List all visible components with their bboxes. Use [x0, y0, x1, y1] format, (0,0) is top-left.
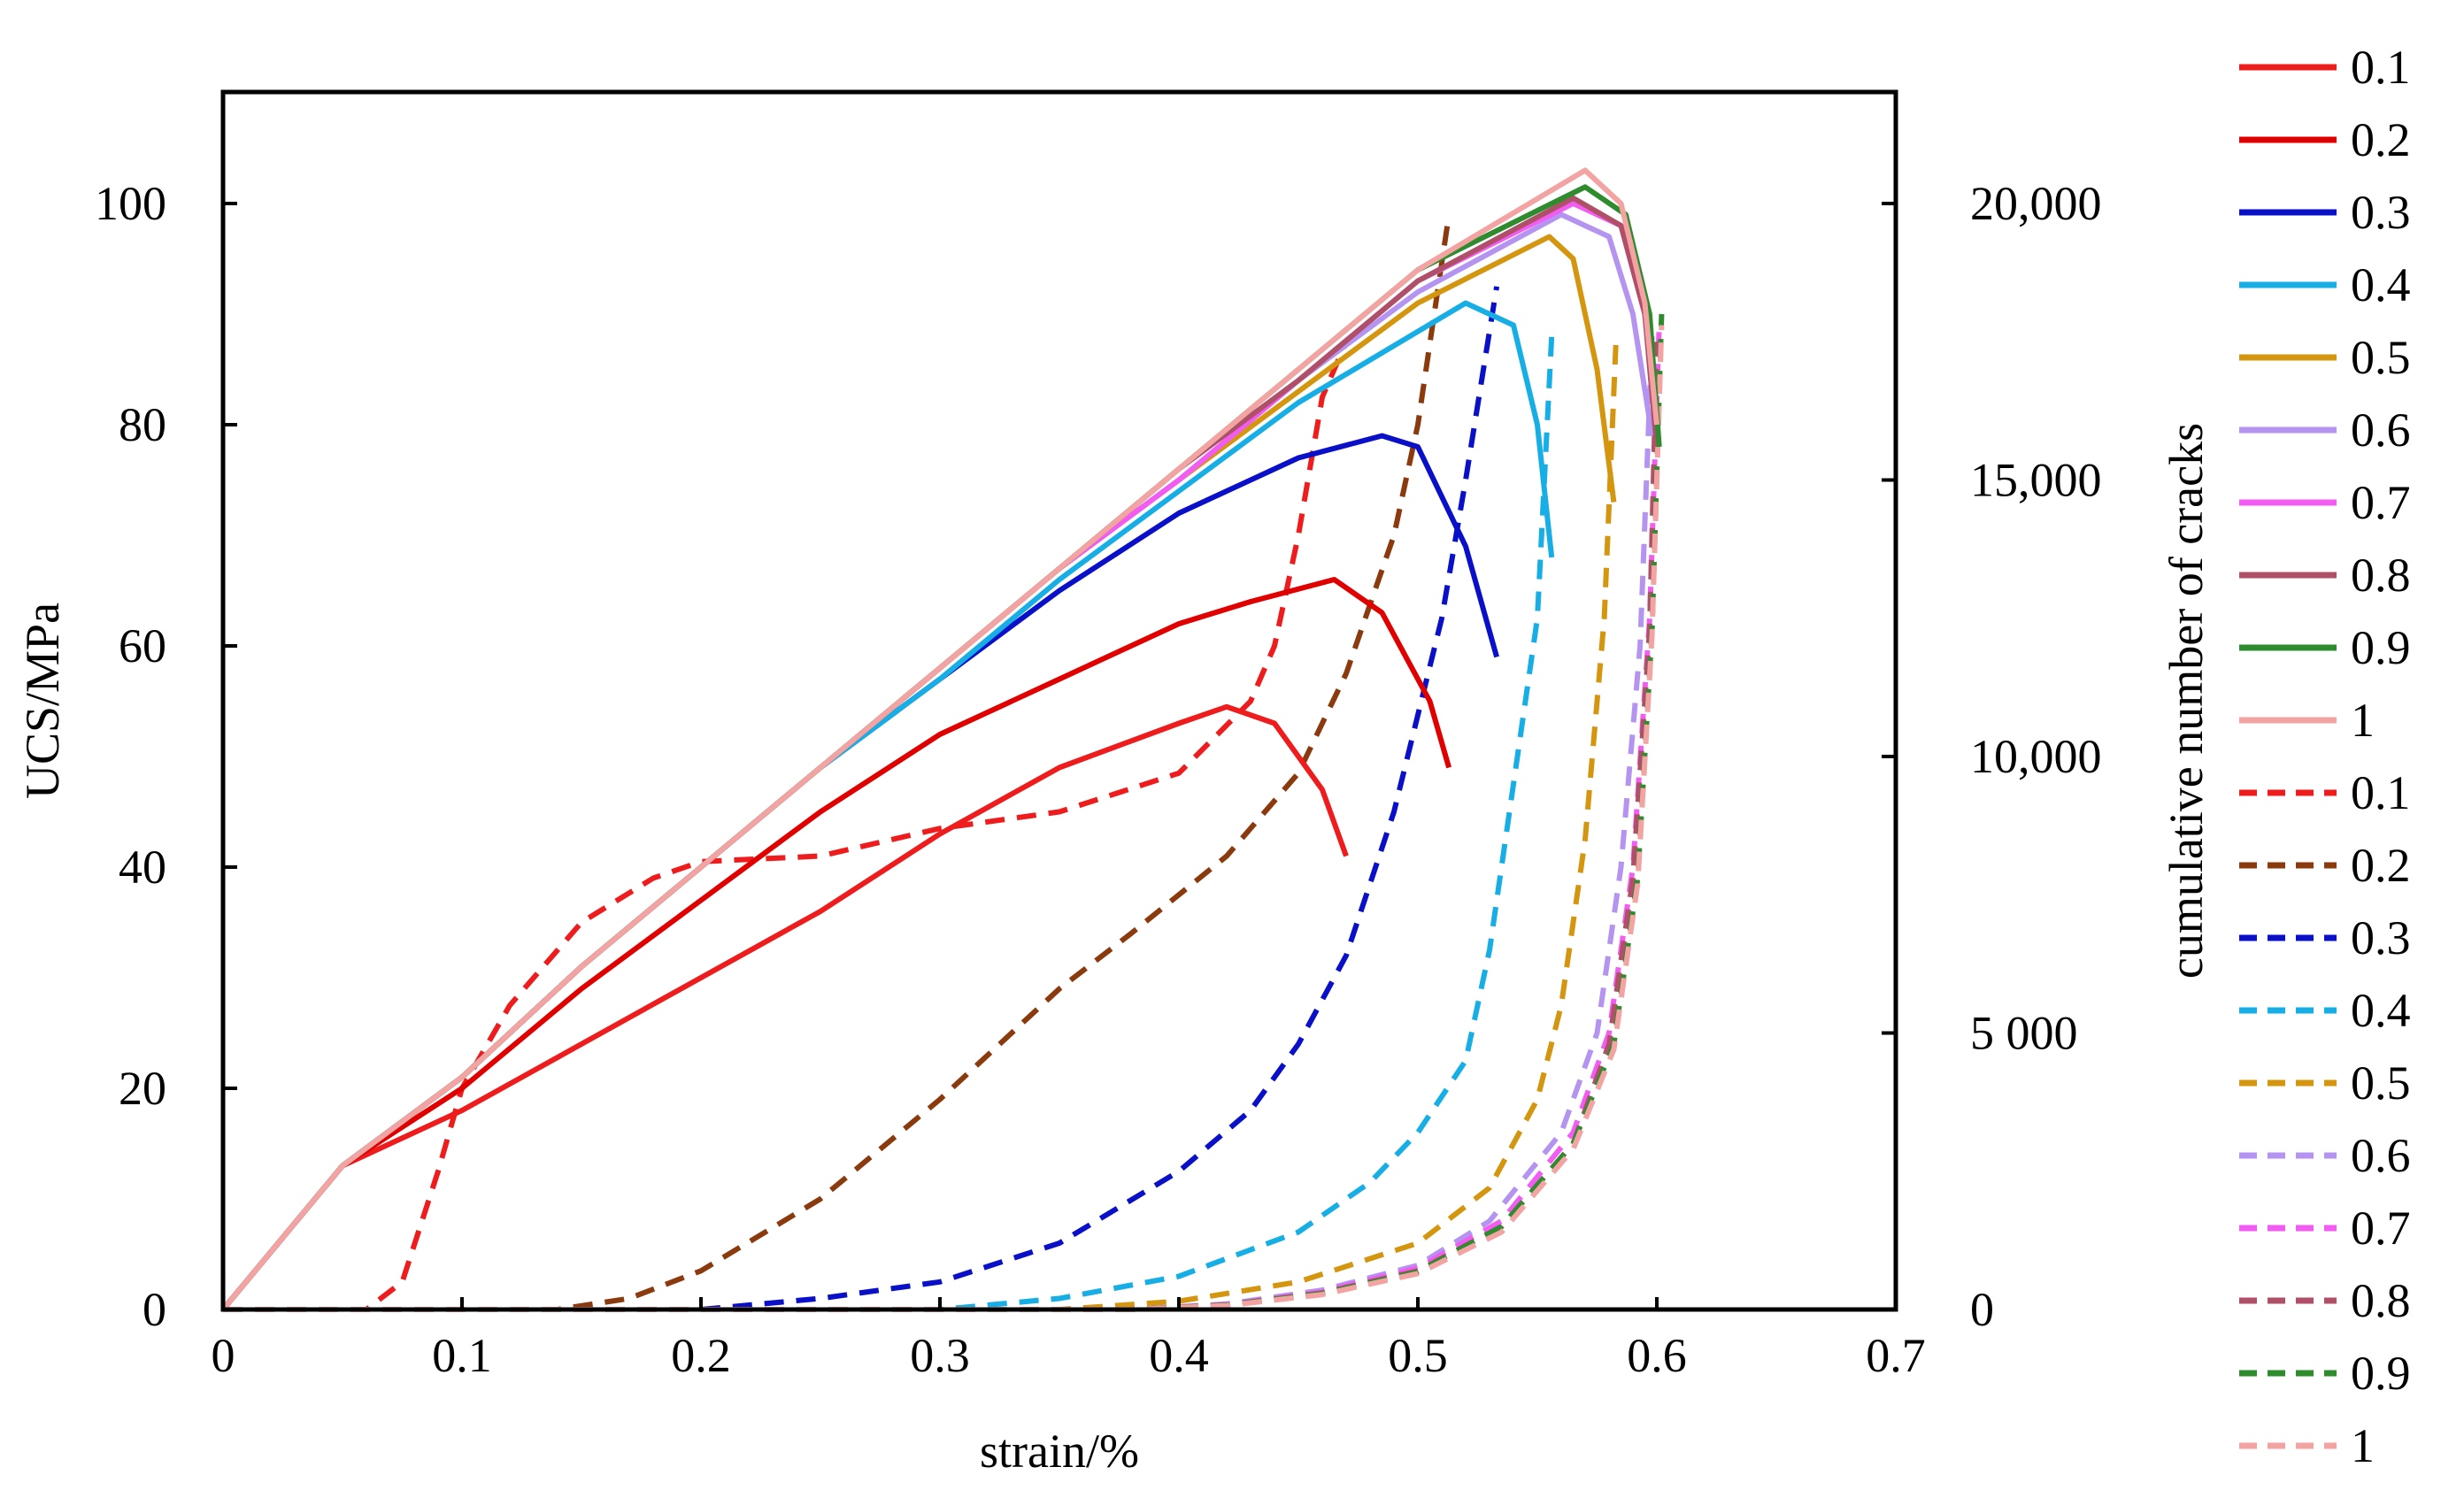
y2-axis-title: cumulative number of cracks	[2160, 423, 2213, 979]
legend-label: 0.7	[2351, 476, 2411, 529]
series-line-cracks-0-3	[223, 286, 1500, 1312]
legend-label: 0.3	[2351, 911, 2411, 964]
legend-label: 0.4	[2351, 984, 2411, 1037]
x-tick-label: 0.6	[1627, 1329, 1687, 1382]
y2-tick-label: 5 000	[1970, 1007, 2078, 1060]
y2-tick-label: 15,000	[1970, 454, 2102, 507]
x-tick-label: 0.1	[432, 1329, 492, 1382]
x-tick-label: 0	[212, 1329, 235, 1382]
legend-label: 0.5	[2351, 1056, 2411, 1110]
legend-label: 0.6	[2351, 1129, 2411, 1182]
series-line-cracks-0-4	[223, 335, 1555, 1312]
legend-label: 0.8	[2351, 1274, 2411, 1327]
legend-label: 0.3	[2351, 186, 2411, 239]
x-axis-title: strain/%	[980, 1425, 1139, 1478]
legend-label: 1	[2351, 1419, 2375, 1472]
x-tick-label: 0.2	[671, 1329, 731, 1382]
legend-label: 0.4	[2351, 258, 2411, 311]
y2-tick-label: 20,000	[1970, 177, 2102, 230]
legend-label: 0.1	[2351, 41, 2411, 94]
y-tick-label: 60	[119, 619, 166, 672]
legend-label: 0.5	[2351, 331, 2411, 384]
y-tick-label: 0	[142, 1283, 166, 1336]
x-tick-label: 0.5	[1388, 1329, 1448, 1382]
series-line-cracks-1	[223, 325, 1665, 1312]
x-tick-label: 0.7	[1866, 1329, 1926, 1382]
legend-label: 1	[2351, 694, 2375, 747]
plot-area-frame	[220, 89, 1898, 1312]
y-tick-label: 80	[119, 398, 166, 451]
series-line-cracks-0-2	[223, 214, 1452, 1312]
legend-label: 0.8	[2351, 549, 2411, 602]
y-axis-title: UCS/MPa	[16, 603, 69, 799]
series-line-ucs-0-2	[220, 577, 1451, 1311]
x-tick-label: 0.4	[1149, 1329, 1209, 1382]
legend-label: 0.7	[2351, 1202, 2411, 1255]
series-line-ucs-1	[220, 167, 1659, 1311]
series-line-ucs-0-1	[220, 703, 1349, 1311]
y-tick-label: 40	[119, 841, 166, 894]
axis-layer: 0 0.1 0.2 0.3 0.4 0.5 0.6 0.7 0 20 40 60 80 100 0 5 000…	[95, 177, 2102, 1382]
x-tick-label: 0.3	[910, 1329, 970, 1382]
legend-label: 0.1	[2351, 766, 2411, 819]
legend-label: 0.9	[2351, 1347, 2411, 1400]
legend-label: 0.2	[2351, 113, 2411, 166]
y2-tick-label: 0	[1970, 1283, 1994, 1336]
series-line-cracks-0-5	[223, 335, 1620, 1312]
y-tick-label: 20	[119, 1062, 166, 1115]
legend-label: 0.2	[2351, 839, 2411, 892]
series-layer	[220, 167, 1665, 1312]
y-tick-label: 100	[95, 177, 166, 230]
legend-label: 0.9	[2351, 621, 2411, 674]
legend: 0.1 0.2 0.3 0.4 0.5 0.6 0.7 0.8 0.9 1 0.1 0.2 0.3 0.4…	[2239, 41, 2411, 1472]
legend-label: 0.6	[2351, 403, 2411, 457]
y2-tick-label: 10,000	[1970, 730, 2102, 783]
